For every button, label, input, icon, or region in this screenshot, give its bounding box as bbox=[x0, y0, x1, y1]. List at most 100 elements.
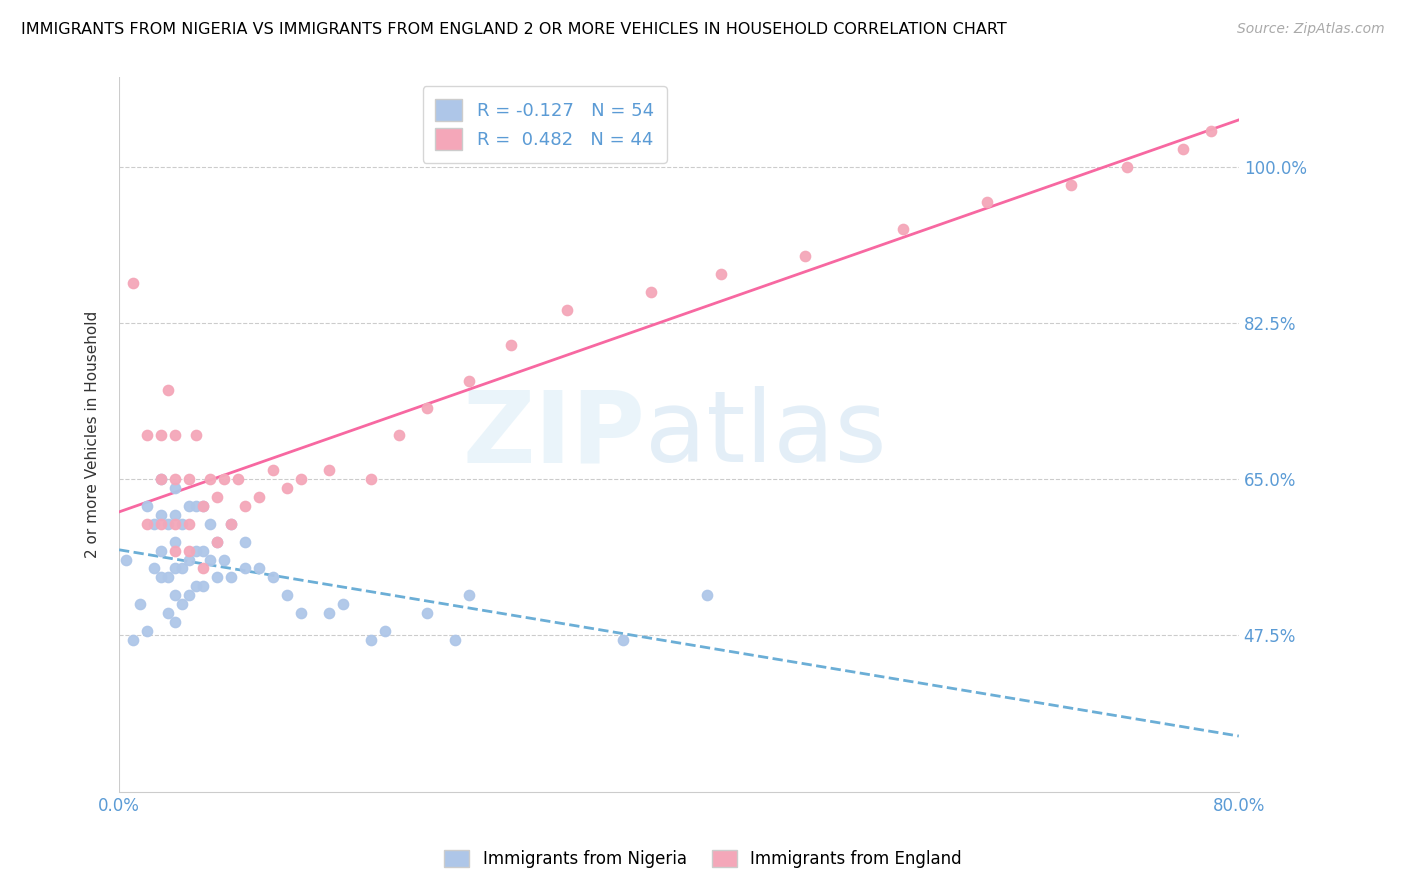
Point bbox=[1115, 160, 1137, 174]
Point bbox=[212, 552, 235, 566]
Point bbox=[205, 534, 228, 549]
Point bbox=[150, 472, 173, 486]
Point bbox=[122, 632, 145, 647]
Point bbox=[198, 516, 221, 531]
Point bbox=[710, 267, 733, 281]
Point bbox=[219, 570, 242, 584]
Point bbox=[226, 472, 249, 486]
Point bbox=[150, 516, 173, 531]
Point bbox=[170, 597, 193, 611]
Point bbox=[444, 632, 467, 647]
Text: Source: ZipAtlas.com: Source: ZipAtlas.com bbox=[1237, 22, 1385, 37]
Point bbox=[416, 606, 439, 620]
Point bbox=[1171, 142, 1194, 156]
Point bbox=[1060, 178, 1083, 192]
Point bbox=[136, 624, 159, 638]
Point bbox=[150, 543, 173, 558]
Point bbox=[163, 508, 186, 522]
Point bbox=[184, 543, 207, 558]
Point bbox=[360, 472, 382, 486]
Point bbox=[555, 302, 578, 317]
Point bbox=[458, 588, 481, 602]
Point bbox=[122, 276, 145, 290]
Point bbox=[191, 543, 214, 558]
Point bbox=[247, 490, 270, 504]
Point bbox=[1199, 124, 1222, 138]
Point bbox=[233, 561, 256, 575]
Point bbox=[205, 534, 228, 549]
Point bbox=[150, 570, 173, 584]
Point bbox=[318, 606, 340, 620]
Point bbox=[163, 427, 186, 442]
Point bbox=[198, 472, 221, 486]
Point bbox=[157, 606, 180, 620]
Point bbox=[191, 579, 214, 593]
Text: atlas: atlas bbox=[645, 386, 887, 483]
Text: ZIP: ZIP bbox=[463, 386, 645, 483]
Point bbox=[976, 195, 998, 210]
Point bbox=[163, 481, 186, 495]
Point bbox=[157, 570, 180, 584]
Point bbox=[612, 632, 634, 647]
Point bbox=[136, 427, 159, 442]
Point bbox=[163, 516, 186, 531]
Point bbox=[157, 383, 180, 397]
Text: IMMIGRANTS FROM NIGERIA VS IMMIGRANTS FROM ENGLAND 2 OR MORE VEHICLES IN HOUSEHO: IMMIGRANTS FROM NIGERIA VS IMMIGRANTS FR… bbox=[21, 22, 1007, 37]
Point bbox=[136, 516, 159, 531]
Point bbox=[191, 499, 214, 513]
Point bbox=[458, 374, 481, 388]
Point bbox=[219, 516, 242, 531]
Point bbox=[219, 516, 242, 531]
Point bbox=[143, 561, 166, 575]
Point bbox=[290, 472, 312, 486]
Point bbox=[233, 499, 256, 513]
Legend: Immigrants from Nigeria, Immigrants from England: Immigrants from Nigeria, Immigrants from… bbox=[437, 843, 969, 875]
Point bbox=[360, 632, 382, 647]
Point bbox=[184, 579, 207, 593]
Point bbox=[318, 463, 340, 477]
Point bbox=[163, 615, 186, 629]
Point bbox=[163, 472, 186, 486]
Point bbox=[177, 472, 200, 486]
Point bbox=[150, 508, 173, 522]
Point bbox=[191, 561, 214, 575]
Point bbox=[177, 552, 200, 566]
Point bbox=[276, 588, 298, 602]
Point bbox=[143, 516, 166, 531]
Point bbox=[233, 534, 256, 549]
Point bbox=[170, 516, 193, 531]
Point bbox=[177, 499, 200, 513]
Point bbox=[198, 552, 221, 566]
Point bbox=[262, 570, 284, 584]
Point bbox=[499, 338, 522, 352]
Point bbox=[891, 222, 914, 236]
Point bbox=[793, 249, 815, 263]
Point bbox=[150, 427, 173, 442]
Point bbox=[163, 543, 186, 558]
Point bbox=[177, 588, 200, 602]
Point bbox=[640, 285, 662, 299]
Point bbox=[212, 472, 235, 486]
Point bbox=[290, 606, 312, 620]
Point bbox=[163, 534, 186, 549]
Point bbox=[247, 561, 270, 575]
Legend: R = -0.127   N = 54, R =  0.482   N = 44: R = -0.127 N = 54, R = 0.482 N = 44 bbox=[423, 87, 666, 163]
Point bbox=[696, 588, 718, 602]
Point bbox=[136, 499, 159, 513]
Point bbox=[205, 570, 228, 584]
Point bbox=[262, 463, 284, 477]
Point bbox=[276, 481, 298, 495]
Point bbox=[150, 472, 173, 486]
Point bbox=[157, 516, 180, 531]
Point bbox=[374, 624, 396, 638]
Point bbox=[115, 552, 138, 566]
Point bbox=[205, 490, 228, 504]
Point bbox=[191, 499, 214, 513]
Point bbox=[129, 597, 152, 611]
Point bbox=[177, 543, 200, 558]
Point bbox=[170, 561, 193, 575]
Point bbox=[177, 516, 200, 531]
Point bbox=[416, 401, 439, 415]
Point bbox=[184, 499, 207, 513]
Y-axis label: 2 or more Vehicles in Household: 2 or more Vehicles in Household bbox=[86, 311, 100, 558]
